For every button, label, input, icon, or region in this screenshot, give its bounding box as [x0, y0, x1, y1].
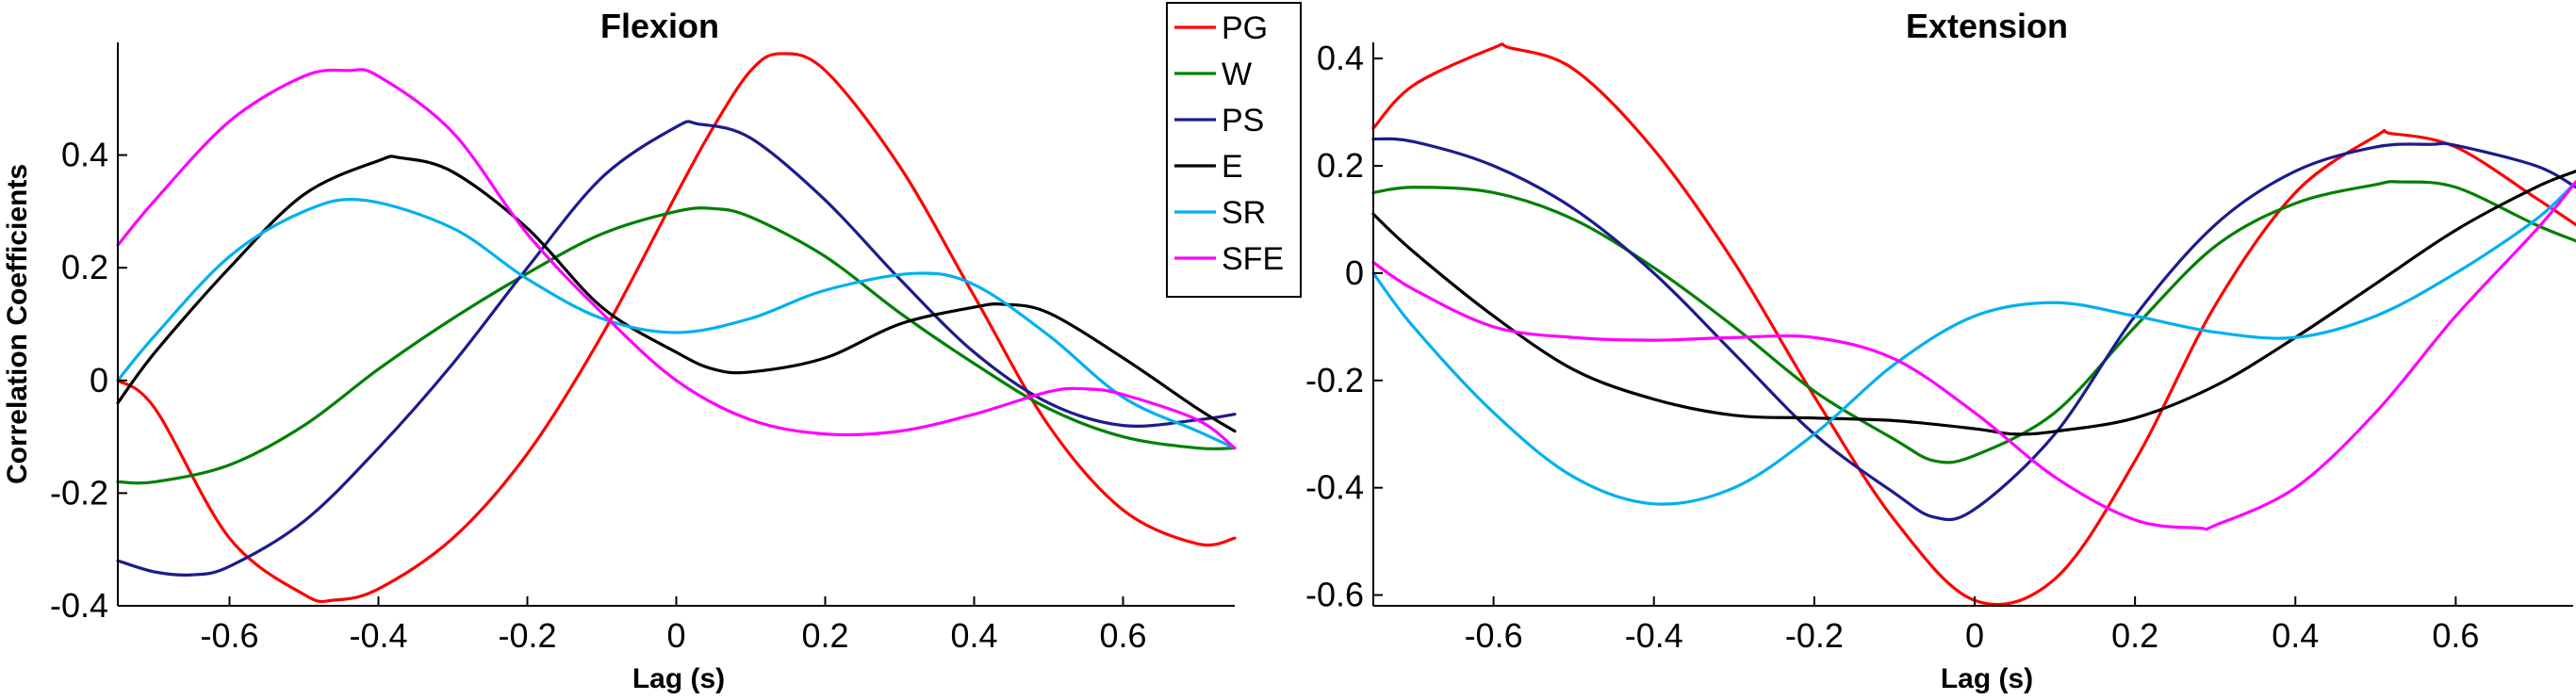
legend-label-e: E [1222, 149, 1243, 185]
legend-label-sfe: SFE [1222, 241, 1284, 277]
flexion-panel: Flexion -0.6 -0.4 -0.2 0 0.2 0.4 0.6 -0.4 -0.2 0… [2, 2, 1302, 694]
extension-series-pg-line [1371, 42, 2576, 607]
flexion-y-tick-label: 0.4 [61, 136, 108, 174]
extension-x-tick-label: -0.4 [1625, 616, 1683, 655]
extension-x-tick-label: -0.2 [1785, 616, 1844, 655]
legend-items: PG W PS E SR SFE [1174, 10, 1284, 277]
flexion-x-ticks: -0.6 -0.4 -0.2 0 0.2 0.4 0.6 [200, 596, 1147, 655]
extension-series-group [1371, 42, 2576, 607]
flexion-x-label: Lag (s) [632, 663, 725, 694]
flexion-y-tick-label: -0.4 [50, 586, 108, 625]
legend-label-w: W [1222, 57, 1252, 92]
extension-title: Extension [1906, 7, 2068, 45]
flexion-y-tick-label: -0.2 [50, 473, 108, 512]
extension-x-tick-label: -0.6 [1465, 616, 1523, 655]
extension-y-tick-label: 0.2 [1317, 146, 1364, 185]
extension-x-tick-label: 0.2 [2111, 616, 2158, 655]
flexion-y-tick-label: 0.2 [61, 248, 108, 286]
flexion-x-tick-label: -0.6 [200, 616, 258, 655]
extension-y-ticks: -0.6 -0.4 -0.2 0 0.2 0.4 [1305, 39, 1383, 614]
extension-y-tick-label: 0.4 [1317, 39, 1364, 77]
extension-series-sfe-line [1371, 180, 2576, 531]
flexion-x-tick-label: 0.4 [950, 616, 997, 655]
flexion-y-ticks: -0.4 -0.2 0 0.2 0.4 [50, 136, 127, 625]
extension-y-tick-label: -0.2 [1305, 361, 1364, 399]
flexion-series-group [116, 52, 1237, 604]
legend: PG W PS E SR SFE [1166, 2, 1302, 298]
extension-x-tick-label: 0.4 [2272, 616, 2319, 655]
flexion-series-pg-line [116, 52, 1237, 604]
extension-y-tick-label: -0.6 [1305, 576, 1364, 614]
flexion-series-sfe-line [116, 68, 1237, 450]
flexion-x-tick-label: 0 [666, 616, 685, 655]
flexion-series-e-line [116, 155, 1237, 433]
extension-series-ps-line [1371, 137, 2576, 522]
flexion-x-tick-label: 0.2 [801, 616, 848, 655]
flexion-series-sr-line [116, 197, 1237, 450]
extension-x-tick-label: 0 [1965, 616, 1984, 655]
flexion-x-tick-label: 0.6 [1099, 616, 1146, 655]
extension-y-tick-label: -0.4 [1305, 468, 1364, 507]
legend-box [1166, 2, 1302, 298]
flexion-y-tick-label: 0 [90, 361, 108, 399]
flexion-series-w-line [116, 206, 1237, 485]
legend-label-pg: PG [1222, 10, 1268, 46]
extension-x-ticks: -0.6 -0.4 -0.2 0 0.2 0.4 0.6 [1465, 596, 2479, 655]
flexion-y-label: Correlation Coefficients [2, 164, 33, 484]
flexion-series-ps-line [116, 120, 1237, 578]
flexion-x-tick-label: -0.2 [498, 616, 556, 655]
extension-series-sr-line [1371, 180, 2576, 506]
extension-x-label: Lag (s) [1941, 663, 2033, 694]
flexion-x-tick-label: -0.4 [349, 616, 407, 655]
legend-label-ps: PS [1222, 103, 1264, 138]
extension-x-tick-label: 0.6 [2432, 616, 2479, 655]
extension-panel: Extension -0.6 -0.4 -0.2 0 0.2 0.4 0.6 -0.6-0.… [1305, 7, 2576, 694]
extension-series-e-line [1371, 170, 2576, 436]
legend-label-sr: SR [1222, 195, 1266, 231]
extension-y-tick-label: 0 [1345, 253, 1364, 292]
extension-series-w-line [1371, 180, 2576, 464]
flexion-title: Flexion [600, 7, 719, 45]
